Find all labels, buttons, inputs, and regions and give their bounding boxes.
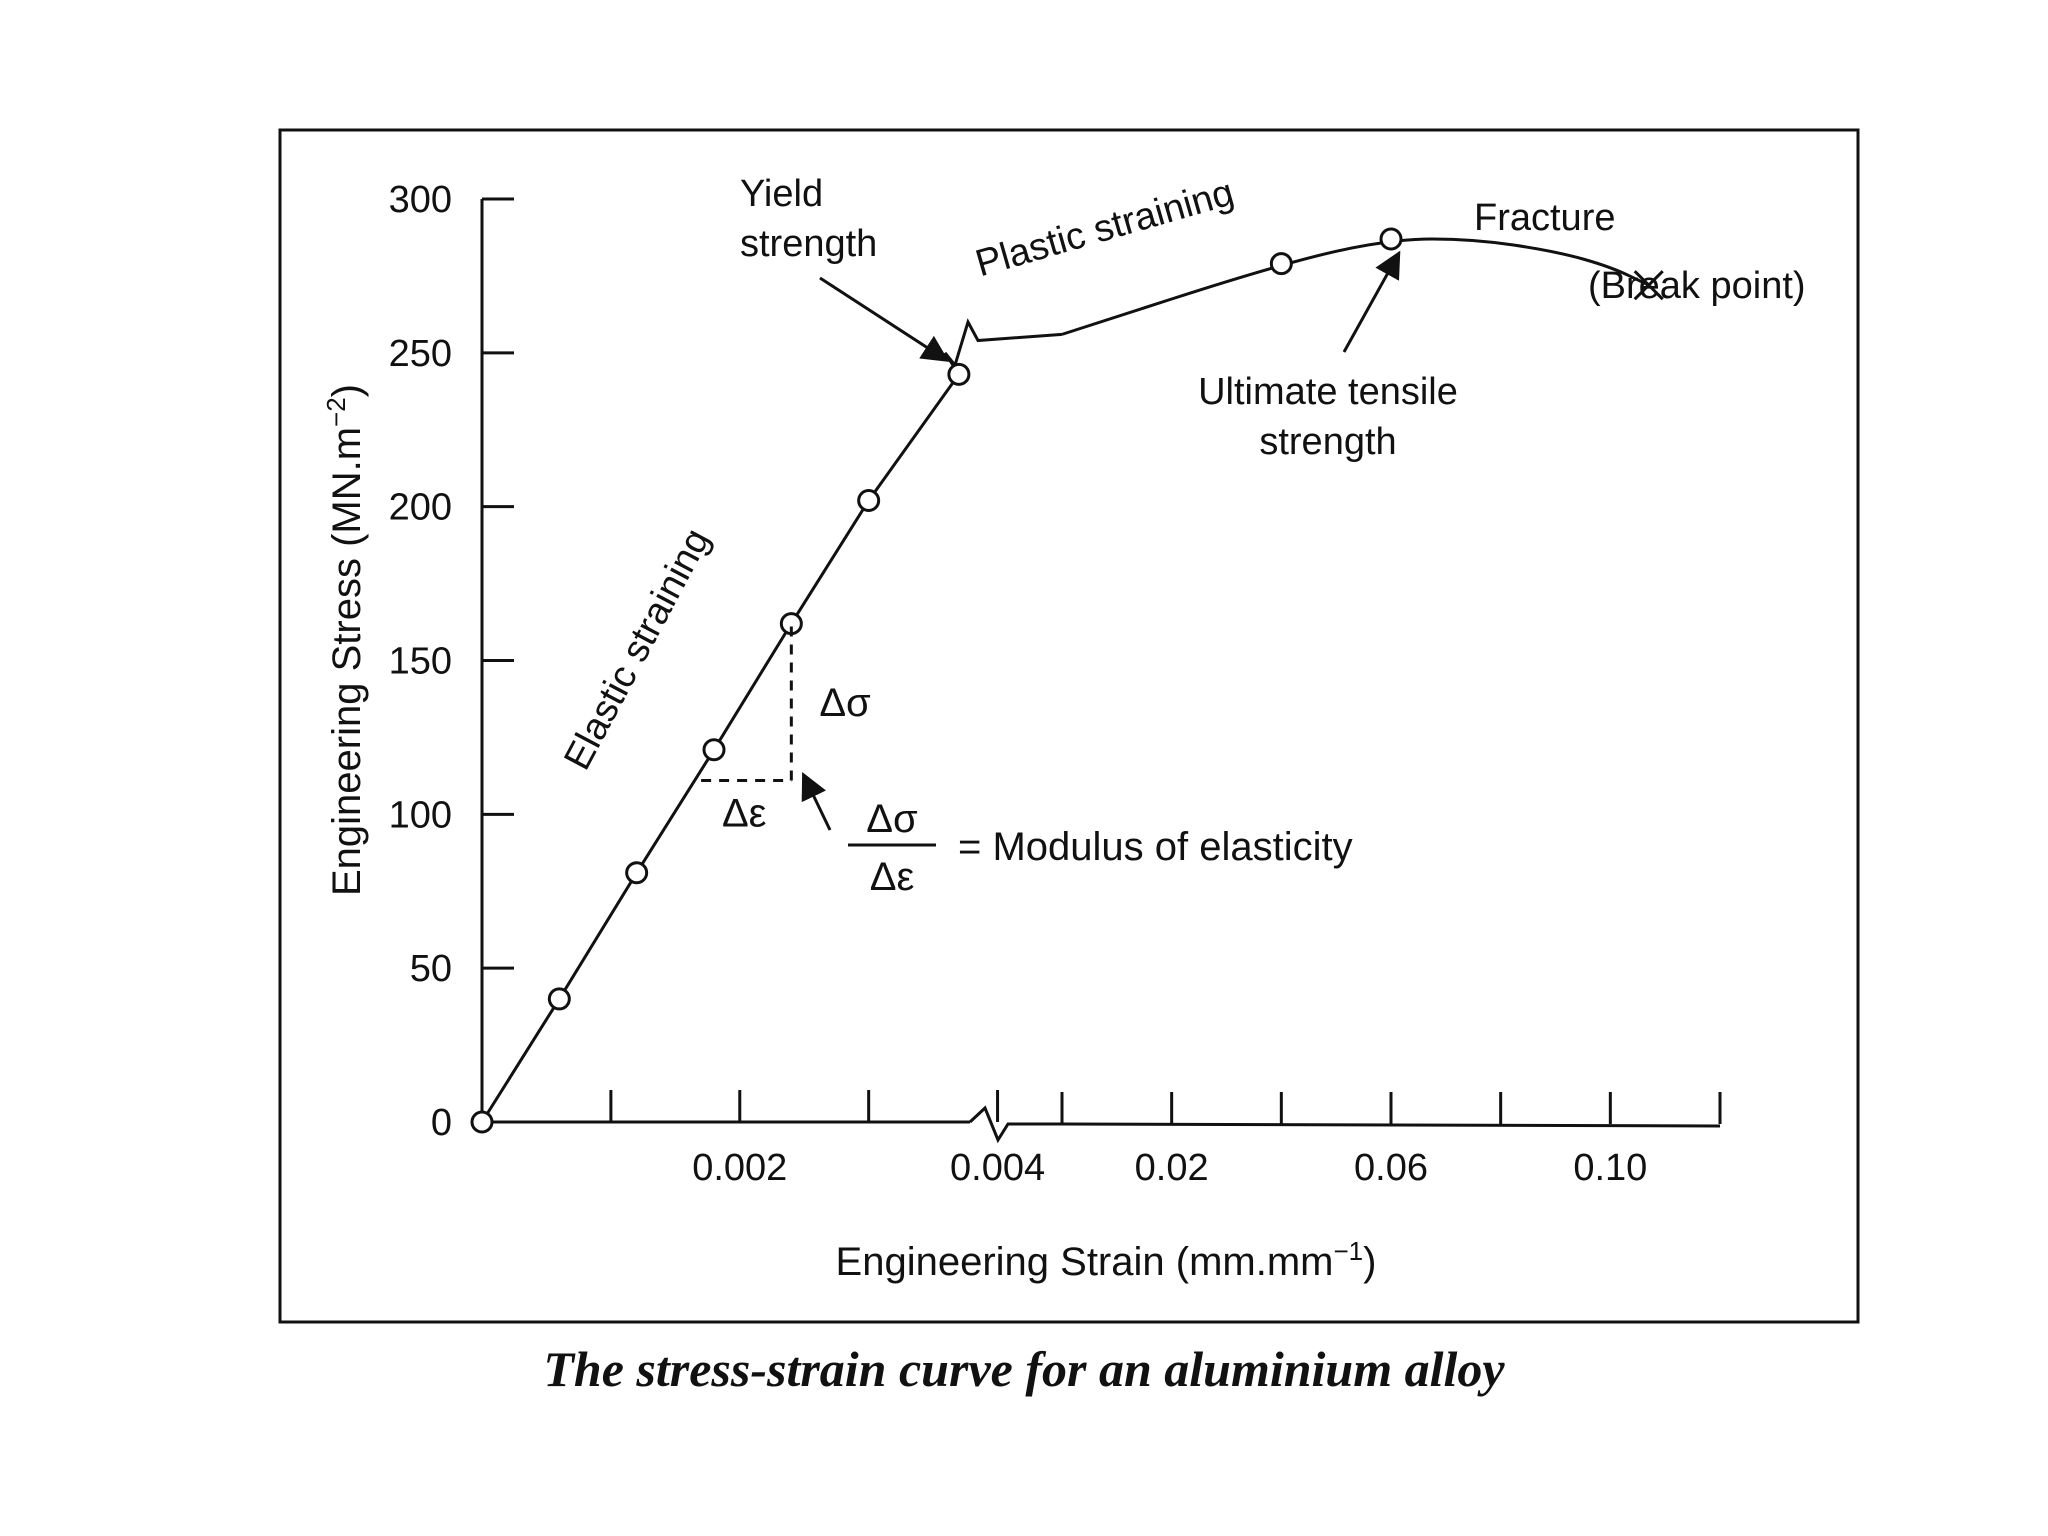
data-point (470, 1110, 494, 1134)
y-tick-label: 50 (410, 948, 452, 990)
break-point-label: (Break point) (1588, 265, 1806, 307)
data-point (702, 738, 726, 762)
x-tick-label: 0.002 (692, 1147, 787, 1189)
y-axis-title-sup: −2 (321, 397, 351, 427)
modulus-text: = Modulus of elasticity (958, 825, 1353, 869)
data-point (1379, 227, 1403, 251)
modulus-arrow (801, 772, 832, 831)
modulus-numerator: Δσ (866, 797, 918, 841)
y-tick-label: 200 (389, 487, 452, 529)
uts-label-line1: Ultimate tensile (1198, 371, 1458, 413)
modulus-denominator: Δε (870, 855, 915, 899)
x-axis-title-end: ) (1363, 1240, 1376, 1284)
figure-caption: The stress-strain curve for an aluminium… (543, 1341, 1505, 1397)
figure-frame (278, 128, 1860, 1324)
yield-strength-label-line2: strength (740, 223, 877, 265)
data-point (547, 987, 571, 1011)
x-tick-label: 0.10 (1573, 1147, 1647, 1189)
x-axis-title-sup: −1 (1333, 1236, 1363, 1266)
delta-epsilon-label: Δε (722, 791, 767, 835)
yield-strength-label-line1: Yield (740, 173, 823, 215)
y-tick-label: 150 (389, 641, 452, 683)
delta-sigma-label: Δσ (819, 681, 871, 725)
data-point (1269, 252, 1293, 276)
x-tick-label: 0.06 (1354, 1147, 1428, 1189)
data-point (625, 861, 649, 885)
data-point (947, 362, 971, 386)
elastic-straining-label: Elastic straining (556, 522, 718, 777)
plastic-series-curve (1061, 237, 1650, 336)
y-tick-label: 100 (389, 794, 452, 836)
plastic-straining-label: Plastic straining (971, 172, 1238, 286)
x-axis-line-right (1061, 1122, 1721, 1128)
break-point-marker (1633, 270, 1664, 301)
x-axis-title: Engineering Strain (mm.mm−1) (836, 1236, 1377, 1284)
yield-arrow (819, 276, 950, 362)
y-axis-title: Engineering Stress (MN.m−2) (321, 384, 369, 896)
x-axis-break (968, 1105, 1062, 1144)
y-tick-label: 250 (389, 333, 452, 375)
y-axis-title-end: ) (325, 384, 369, 397)
uts-arrow (1342, 250, 1401, 353)
uts-label-line2: strength (1259, 421, 1396, 463)
x-tick-label: 0.004 (950, 1147, 1045, 1189)
fracture-label: Fracture (1474, 197, 1615, 239)
y-tick-label: 300 (389, 179, 452, 221)
x-tick-label: 0.02 (1135, 1147, 1209, 1189)
y-tick-label: 0 (431, 1102, 452, 1144)
data-point (857, 489, 881, 513)
